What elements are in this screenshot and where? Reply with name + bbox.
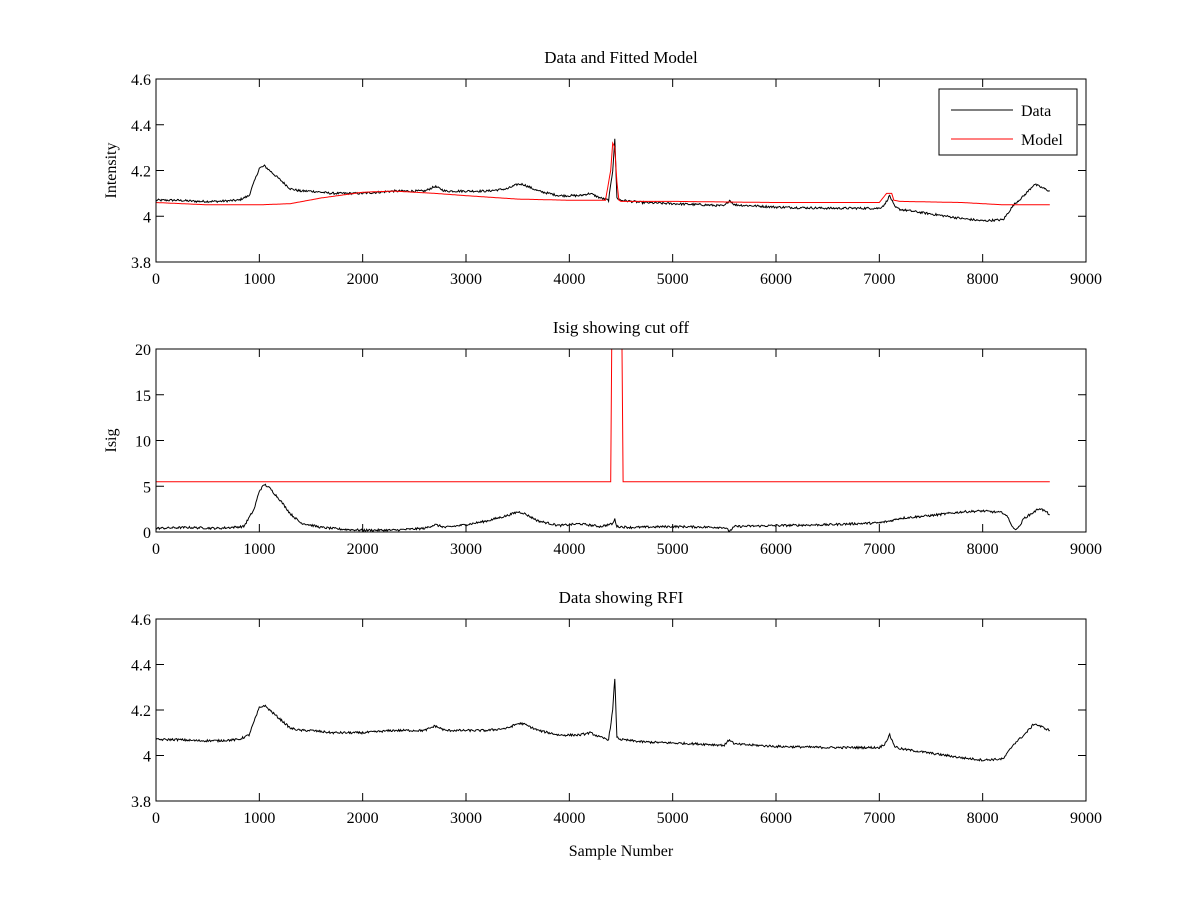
- x-tick-label: 6000: [760, 271, 792, 288]
- y-tick-label: 4.4: [131, 118, 151, 135]
- series-data-line: [156, 138, 1050, 223]
- x-tick-label: 4000: [553, 810, 585, 827]
- x-tick-label: 9000: [1070, 541, 1102, 558]
- series-trace-line: [156, 483, 1050, 532]
- x-tick-label: 5000: [657, 541, 689, 558]
- x-tick-label: 3000: [450, 271, 482, 288]
- axes-box: [155, 618, 1087, 802]
- x-tick-label: 7000: [863, 810, 895, 827]
- x-tick-label: 9000: [1070, 810, 1102, 827]
- subplot-2: 0 1000 2000 3000 4000 5000 6000 7000 8000 9000 0 5 1…: [103, 318, 1102, 558]
- x-tick-label: 2000: [347, 271, 379, 288]
- y-tick-label: 3.8: [131, 794, 151, 811]
- x-tick-label: 2000: [347, 810, 379, 827]
- y-tick-label: 20: [135, 342, 151, 359]
- x-tick-label: 8000: [967, 271, 999, 288]
- plot-area: [156, 138, 1050, 223]
- x-tick-label: 4000: [553, 541, 585, 558]
- x-tick-label: 0: [152, 541, 160, 558]
- x-tick-label: 6000: [760, 541, 792, 558]
- y-tick-label: 5: [143, 479, 151, 496]
- plot-area: [156, 678, 1050, 762]
- plot-area: [156, 349, 1050, 532]
- y-tick-label: 4.4: [131, 658, 151, 675]
- chart-title: Isig showing cut off: [553, 318, 689, 337]
- y-tick-label: 4: [143, 209, 151, 226]
- x-tick-label: 5000: [657, 271, 689, 288]
- legend-box: [938, 88, 1078, 156]
- y-tick-label: 10: [135, 434, 151, 451]
- x-tick-label: 5000: [657, 810, 689, 827]
- y-tick-label: 4: [143, 749, 151, 766]
- x-tick-label: 7000: [863, 541, 895, 558]
- subplot-3: 0 1000 2000 3000 4000 5000 6000 7000 8000 9000 3.8…: [131, 588, 1102, 860]
- x-tick-label: 2000: [347, 541, 379, 558]
- x-tick-label: 3000: [450, 810, 482, 827]
- y-tick-label: 4.2: [131, 164, 151, 181]
- x-tick-label: 8000: [967, 541, 999, 558]
- legend: Data Model: [938, 88, 1078, 156]
- x-tick-label: 7000: [863, 271, 895, 288]
- y-tick-label: 3.8: [131, 255, 151, 272]
- x-tick-label: 0: [152, 810, 160, 827]
- x-tick-label: 9000: [1070, 271, 1102, 288]
- x-tick-label: 4000: [553, 271, 585, 288]
- x-tick-label: 8000: [967, 810, 999, 827]
- subplot-1: 0 1000 2000 3000 4000 5000 6000 7000 8000 9000 3.8…: [103, 48, 1102, 288]
- y-tick-label: 4.6: [131, 612, 151, 629]
- chart-title: Data and Fitted Model: [544, 48, 698, 67]
- x-tick-label: 1000: [243, 271, 275, 288]
- y-axis-label: Intensity: [103, 143, 120, 199]
- series-model-line: [156, 141, 1050, 206]
- y-axis-label: Isig: [103, 429, 120, 453]
- axes-box: [155, 348, 1087, 533]
- legend-label-model: Model: [1021, 132, 1063, 149]
- x-tick-label: 1000: [243, 810, 275, 827]
- y-tick-label: 0: [143, 525, 151, 542]
- chart-title: Data showing RFI: [559, 588, 684, 607]
- legend-label-data: Data: [1021, 103, 1051, 120]
- y-tick-label: 4.6: [131, 72, 151, 89]
- x-tick-label: 1000: [243, 541, 275, 558]
- series-trace-line: [156, 678, 1050, 762]
- y-tick-label: 4.2: [131, 703, 151, 720]
- x-tick-label: 3000: [450, 541, 482, 558]
- y-tick-label: 15: [135, 388, 151, 405]
- x-tick-label: 6000: [760, 810, 792, 827]
- x-tick-label: 0: [152, 271, 160, 288]
- series-cutoff-line: [156, 349, 1050, 483]
- x-axis-label: Sample Number: [569, 843, 674, 860]
